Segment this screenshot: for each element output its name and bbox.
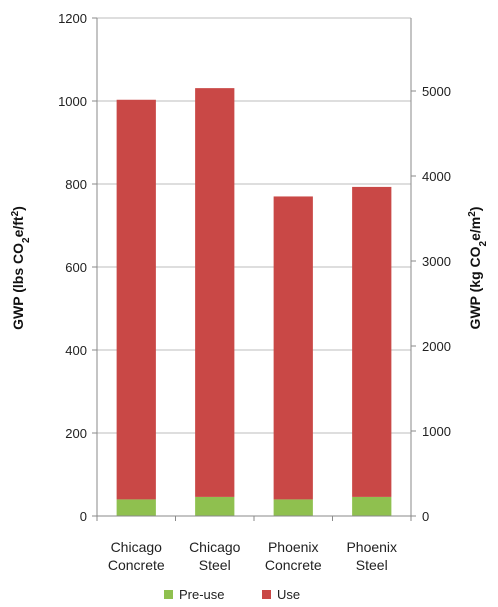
y-tick-label-4: 800 <box>65 177 87 192</box>
left-axis-title-end: ) <box>10 206 26 211</box>
y-tick-label-2: 400 <box>65 343 87 358</box>
bar-pre-use-3 <box>352 496 392 516</box>
right-axis-title-mid: e/m <box>467 217 483 241</box>
legend-swatch-pre-use <box>164 590 173 599</box>
bar-pre-use-0 <box>116 499 156 516</box>
left-axis-title-sub: 2 <box>21 237 32 243</box>
category-label-2-line-1: Concrete <box>265 557 322 573</box>
category-label-1-line-1: Steel <box>199 557 231 573</box>
left-axis-title-main: GWP (lbs CO <box>10 243 26 330</box>
legend-swatch-use <box>262 590 271 599</box>
bar-pre-use-2 <box>273 499 313 516</box>
left-axis-title-sup: 2 <box>10 210 21 216</box>
bar-use-3 <box>352 186 392 497</box>
category-label-3-line-0: Phoenix <box>346 539 397 555</box>
right-axis-title-end: ) <box>467 207 483 212</box>
y2-tick-label-5: 5000 <box>422 84 451 99</box>
y2-tick-label-4: 4000 <box>422 169 451 184</box>
category-label-0-line-0: Chicago <box>111 539 163 555</box>
y2-tick-label-1: 1000 <box>422 424 451 439</box>
y2-tick-label-3: 3000 <box>422 254 451 269</box>
y-tick-label-1: 200 <box>65 426 87 441</box>
bar-pre-use-1 <box>195 496 235 516</box>
right-axis-title-main: GWP (kg CO <box>467 246 483 329</box>
category-label-2-line-0: Phoenix <box>268 539 319 555</box>
y2-tick-label-2: 2000 <box>422 339 451 354</box>
y2-tick-label-0: 0 <box>422 509 429 524</box>
right-axis-title-sub: 2 <box>478 240 489 246</box>
category-label-3-line-1: Steel <box>356 557 388 573</box>
bars <box>116 88 392 516</box>
left-axis-title-mid: e/ft <box>10 216 26 237</box>
right-axis-title-sup: 2 <box>467 211 478 217</box>
legend-label-pre-use: Pre-use <box>179 587 225 602</box>
legend: Pre-use Use <box>164 587 300 602</box>
category-labels: Chicago Concrete Chicago Steel Phoenix Concre… <box>108 539 397 573</box>
y-tick-label-5: 1000 <box>58 94 87 109</box>
right-axis-title: GWP (kg CO2e/m2) <box>467 207 489 330</box>
left-axis-ticks: 0 200 400 600 800 1000 1200 <box>58 11 97 524</box>
bar-use-0 <box>116 99 156 500</box>
y-tick-label-6: 1200 <box>58 11 87 26</box>
category-label-0-line-1: Concrete <box>108 557 165 573</box>
bar-use-2 <box>273 196 313 500</box>
category-label-1-line-0: Chicago <box>189 539 241 555</box>
legend-label-use: Use <box>277 587 300 602</box>
left-axis-title: GWP (lbs CO2e/ft2) <box>10 206 32 330</box>
y-tick-label-0: 0 <box>80 509 87 524</box>
bar-use-1 <box>195 88 235 497</box>
y-tick-label-3: 600 <box>65 260 87 275</box>
right-axis-ticks: 0 1000 2000 3000 4000 5000 <box>411 84 451 524</box>
